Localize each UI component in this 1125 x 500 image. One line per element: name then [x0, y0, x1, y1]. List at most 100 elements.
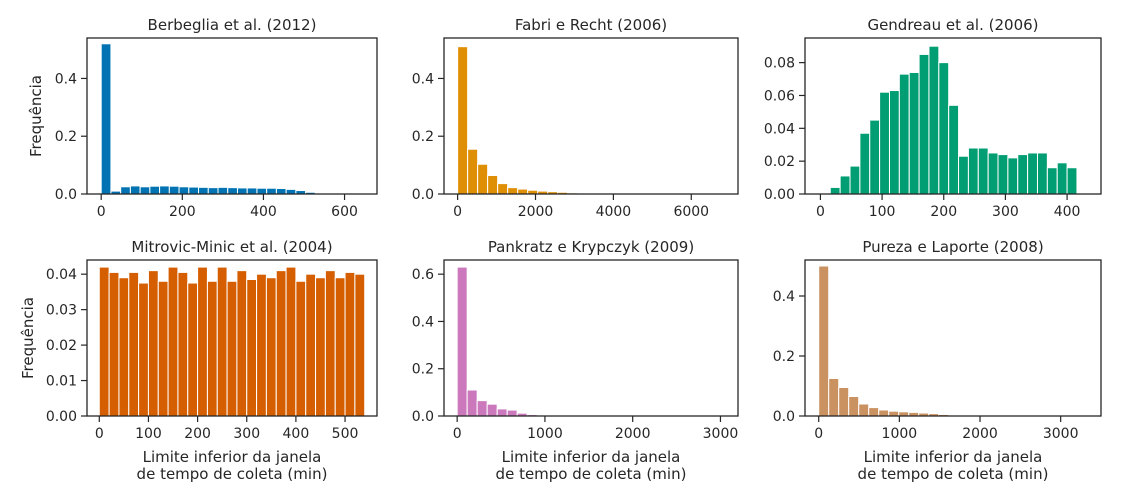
- histogram-bar: [997, 154, 1009, 195]
- y-tick-label: 0.0: [773, 409, 795, 425]
- subplot-5: 0 1000 2000 3000 0.0 0.2 0.4 0.6 Pankratz e Kryp…: [412, 238, 739, 483]
- histogram-bar: [848, 396, 860, 417]
- histogram-bar: [149, 185, 161, 195]
- histogram-bar: [487, 175, 499, 195]
- histogram-bar: [497, 183, 509, 195]
- histogram-bar: [938, 62, 950, 195]
- x-tick-label: 2000: [518, 204, 554, 220]
- histogram-bar: [285, 266, 297, 417]
- subplot-6: 0 1000 2000 3000 0.0 0.2 0.4 Pureza e Laporte (…: [773, 238, 1102, 483]
- subplot-title: Fabri e Recht (2006): [515, 16, 667, 34]
- x-tick-label: 6000: [673, 204, 709, 220]
- histogram-bar: [1066, 167, 1078, 195]
- subplot-title: Berbeglia et al. (2012): [148, 16, 317, 34]
- x-tick-label: 1000: [882, 426, 918, 442]
- x-tick-label: 4000: [596, 204, 632, 220]
- histogram-bar: [977, 147, 989, 195]
- y-tick-label: 0.0: [412, 187, 434, 203]
- axes-frame: [804, 259, 1102, 417]
- x-tick-label: 0: [816, 204, 825, 220]
- histogram-bar: [859, 132, 871, 195]
- histogram-bar: [858, 403, 870, 417]
- axes-frame: [86, 259, 378, 417]
- histogram-bar: [129, 185, 141, 195]
- histogram-bar: [839, 175, 851, 195]
- axes-frame: [443, 259, 739, 417]
- histogram-bar: [829, 186, 841, 195]
- histogram-bar: [456, 266, 468, 417]
- y-axis-label: Frequência: [27, 75, 45, 157]
- histogram-bar: [256, 273, 267, 417]
- histogram-bar: [908, 71, 920, 195]
- histogram-bar: [207, 187, 219, 195]
- y-tick-label: 0.0: [412, 409, 434, 425]
- y-tick-label: 0.08: [764, 56, 795, 72]
- x-tick-label: 2000: [962, 426, 998, 442]
- subplot-title: Mitrovic-Minic et al. (2004): [131, 238, 332, 256]
- histogram-bar: [1036, 152, 1048, 195]
- histogram-bar: [246, 187, 258, 195]
- y-tick-label: 0.03: [46, 303, 77, 319]
- y-tick-label: 0.2: [412, 129, 434, 145]
- histogram-bar: [838, 387, 850, 417]
- y-tick-label: 0.06: [764, 88, 795, 104]
- histogram-bar: [187, 282, 199, 417]
- x-tick-label: 200: [184, 426, 211, 442]
- x-tick-label: 200: [930, 204, 957, 220]
- x-tick-label: 400: [283, 426, 310, 442]
- x-axis-label: Limite inferior da janela de tempo de col…: [858, 448, 1049, 483]
- x-tick-label: 100: [135, 426, 162, 442]
- histogram-bar: [285, 188, 297, 195]
- histogram-bar: [139, 186, 151, 195]
- histogram-bar: [128, 271, 140, 417]
- histogram-bar: [206, 280, 218, 417]
- y-tick-label: 0.4: [773, 289, 795, 305]
- histogram-bar: [517, 188, 529, 195]
- histogram-bar: [958, 155, 969, 195]
- y-tick-label: 0.2: [55, 129, 77, 145]
- y-tick-label: 0.00: [46, 409, 77, 425]
- x-tick-label: 100: [869, 204, 896, 220]
- histogram-bar: [177, 271, 189, 417]
- histogram-bar: [147, 270, 159, 417]
- histogram-bar: [888, 90, 900, 195]
- histogram-bar: [344, 271, 356, 417]
- histogram-bar: [334, 277, 346, 417]
- histogram-bar: [118, 277, 130, 417]
- histogram-bar: [197, 266, 208, 417]
- histogram-bar: [108, 271, 120, 417]
- x-axis-label: Limite inferior da janela de tempo de col…: [496, 448, 687, 483]
- histogram-bar: [157, 280, 169, 417]
- histogram-bar: [1017, 154, 1029, 195]
- histogram-bar: [138, 282, 149, 417]
- y-tick-label: 0.02: [46, 338, 77, 354]
- y-tick-label: 0.04: [46, 267, 77, 283]
- histogram-bar: [1046, 167, 1058, 195]
- histogram-bar: [486, 403, 498, 417]
- histogram-bar: [216, 266, 228, 417]
- histogram-bar: [948, 104, 960, 195]
- histogram-bar: [878, 409, 890, 417]
- histogram-bar: [275, 188, 287, 195]
- histogram-bar: [305, 273, 317, 417]
- histogram-bar: [198, 186, 209, 195]
- histogram-bar: [120, 186, 131, 195]
- y-tick-label: 0.4: [55, 71, 77, 87]
- histogram-bar: [315, 277, 326, 417]
- y-tick-label: 0.0: [55, 187, 77, 203]
- y-tick-label: 0.01: [46, 374, 77, 390]
- histogram-bar: [226, 280, 238, 417]
- x-tick-label: 0: [453, 204, 462, 220]
- histogram-bar: [879, 91, 890, 195]
- y-tick-label: 0.04: [764, 121, 795, 137]
- histogram-bar: [918, 53, 930, 195]
- histogram-bar: [1007, 157, 1019, 195]
- histogram-bar: [1056, 162, 1068, 195]
- histogram-bar: [457, 46, 469, 195]
- histogram-bar: [476, 400, 488, 417]
- histogram-bar: [236, 187, 248, 195]
- histogram-bar: [818, 265, 830, 417]
- histogram-bar: [928, 45, 940, 195]
- histogram-bar: [100, 43, 112, 195]
